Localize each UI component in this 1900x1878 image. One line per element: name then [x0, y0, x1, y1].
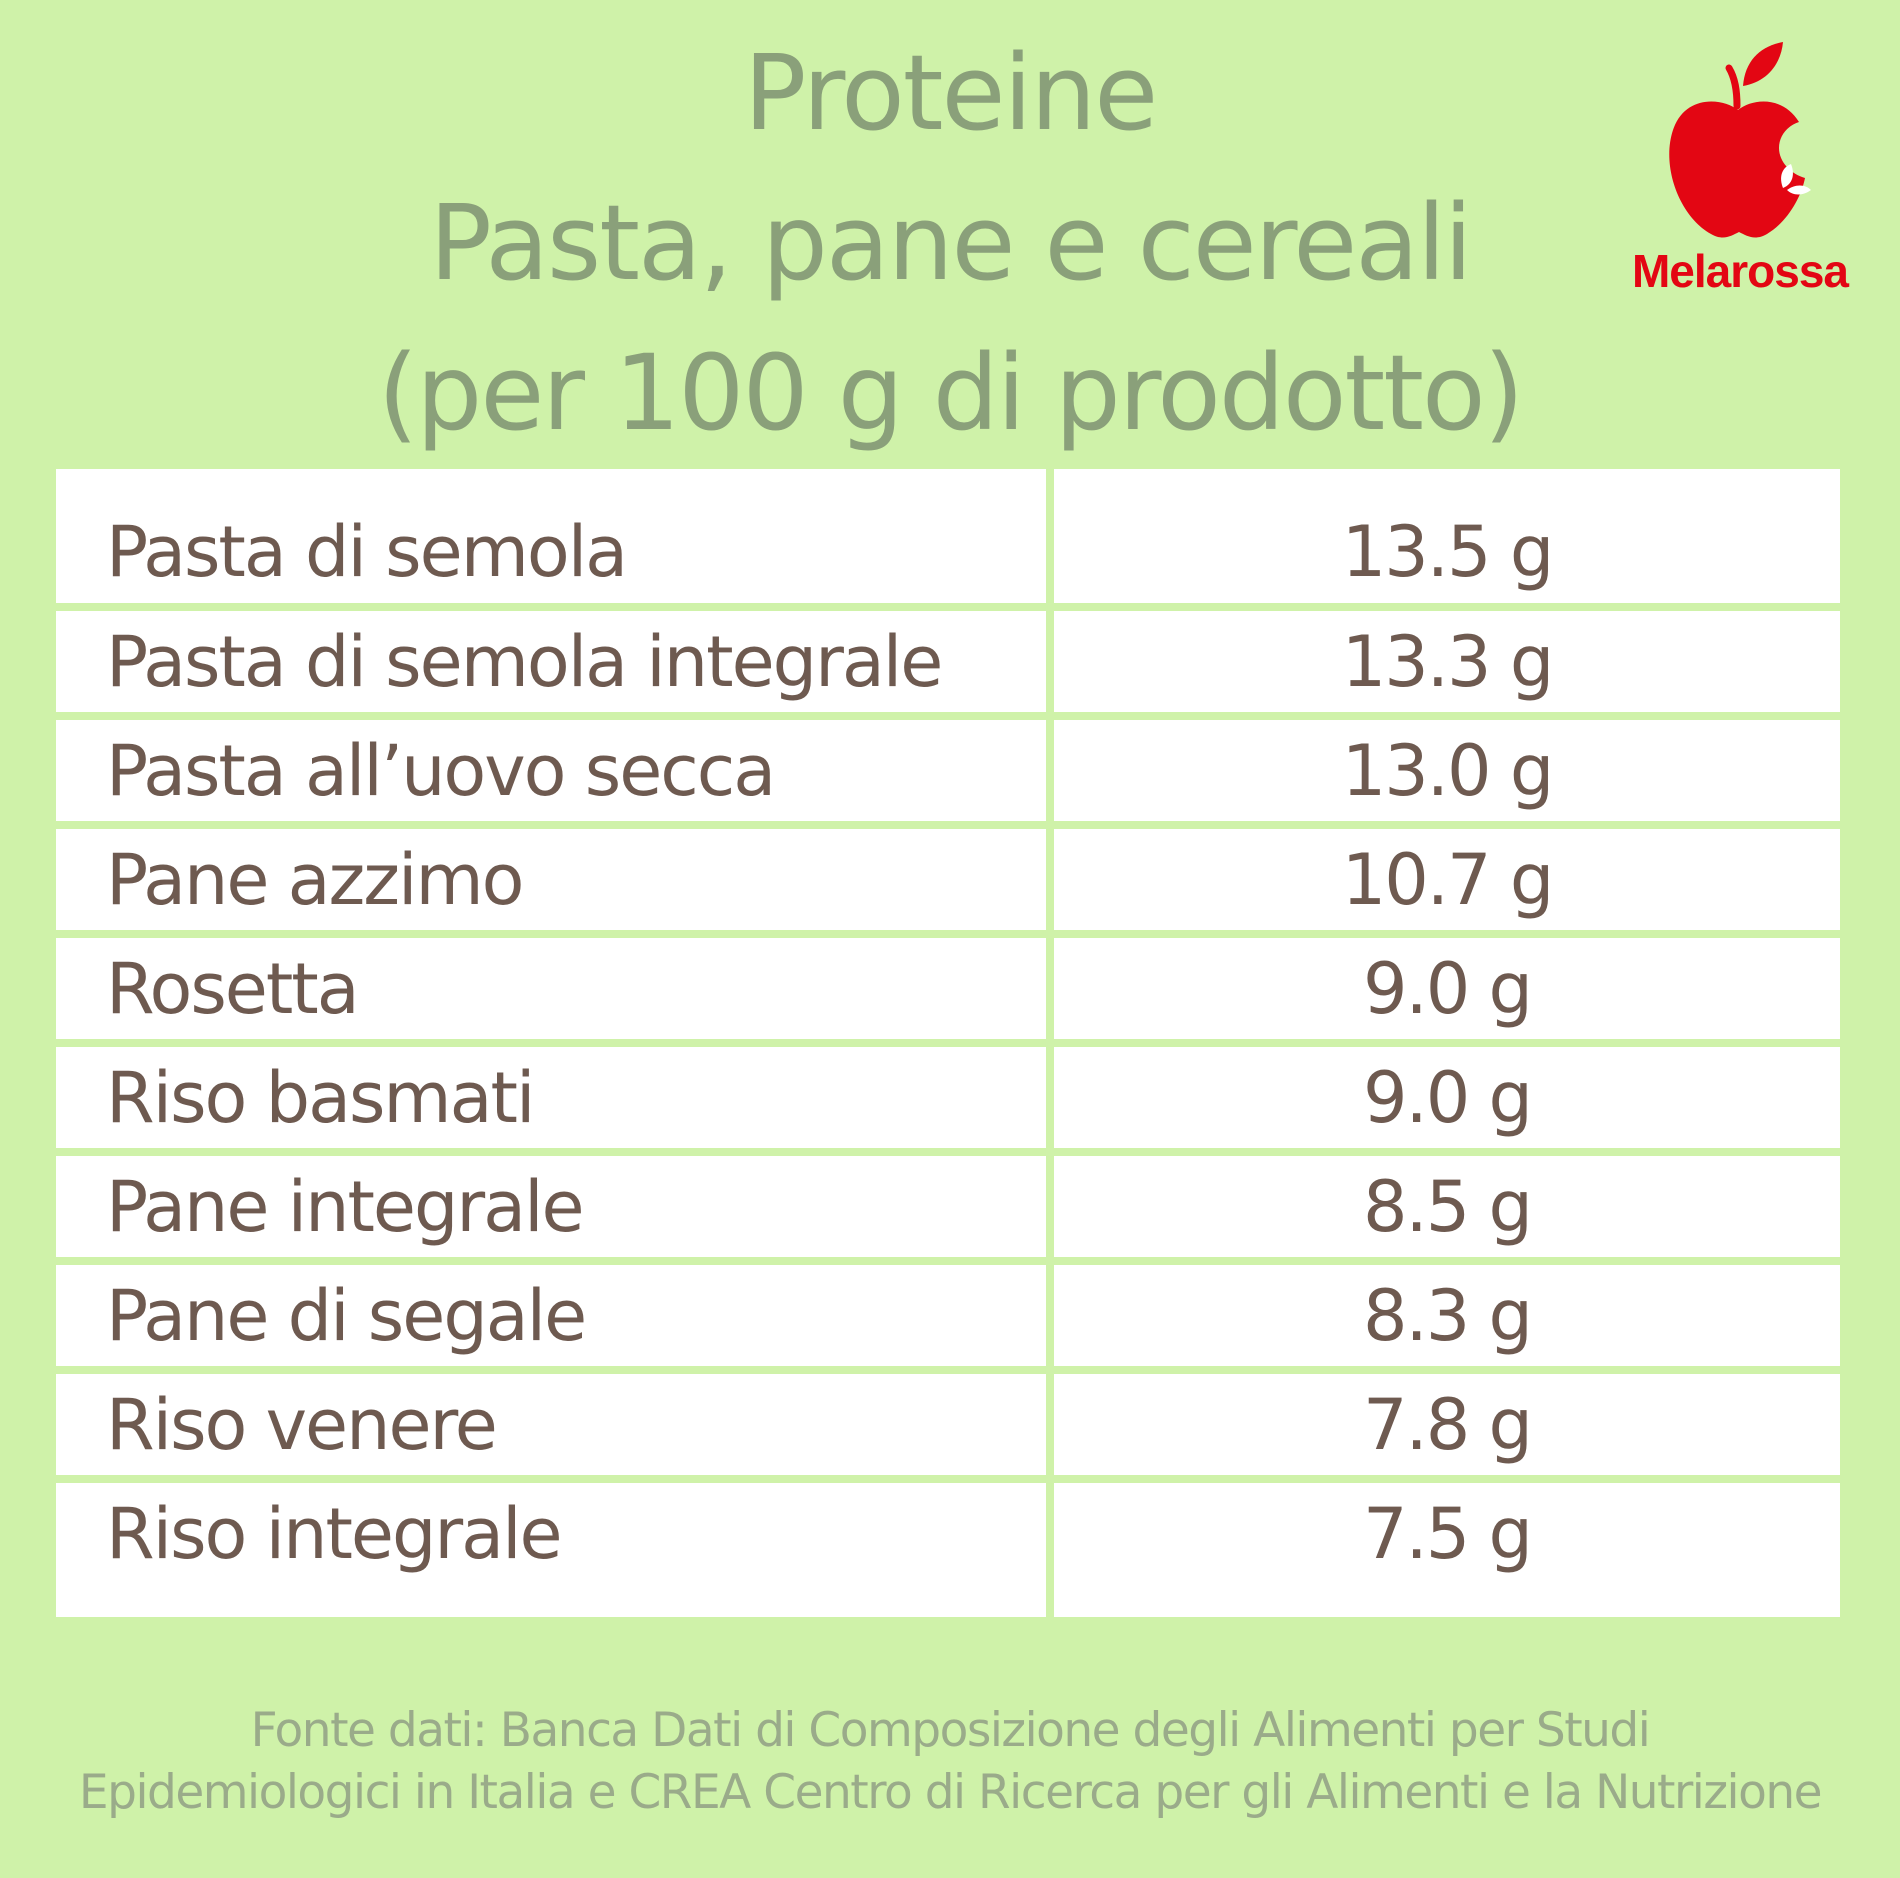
- protein-value: 9.0 g: [1054, 938, 1840, 1039]
- food-name: Pasta di semola: [56, 469, 1046, 603]
- protein-value: 7.8 g: [1054, 1374, 1840, 1475]
- page-title: Proteine Pasta, pane e cereali (per 100 …: [0, 18, 1900, 468]
- food-name: Pane di segale: [56, 1265, 1046, 1366]
- food-name: Riso integrale: [56, 1483, 1046, 1617]
- protein-value: 13.5 g: [1054, 469, 1840, 603]
- food-name: Pane integrale: [56, 1156, 1046, 1257]
- protein-value: 7.5 g: [1054, 1483, 1840, 1617]
- title-line-2: Pasta, pane e cereali: [429, 182, 1472, 304]
- source-line-1: Fonte dati: Banca Dati di Composizione d…: [250, 1703, 1651, 1758]
- food-name: Pasta all’uovo secca: [56, 720, 1046, 821]
- source-line-2: Epidemiologici in Italia e CREA Centro d…: [78, 1765, 1823, 1820]
- title-line-3: (per 100 g di prodotto): [377, 332, 1525, 454]
- title-line-1: Proteine: [743, 32, 1159, 154]
- protein-value: 8.3 g: [1054, 1265, 1840, 1366]
- food-name: Riso basmati: [56, 1047, 1046, 1148]
- brand-name: Melarossa: [1631, 245, 1849, 297]
- data-source-note: Fonte dati: Banca Dati di Composizione d…: [0, 1700, 1900, 1824]
- protein-value: 13.0 g: [1054, 720, 1840, 821]
- food-name: Riso venere: [56, 1374, 1046, 1475]
- protein-value: 10.7 g: [1054, 829, 1840, 930]
- food-name: Rosetta: [56, 938, 1046, 1039]
- food-name: Pane azzimo: [56, 829, 1046, 930]
- apple-icon: [1669, 42, 1811, 238]
- protein-value: 8.5 g: [1054, 1156, 1840, 1257]
- protein-value: 9.0 g: [1054, 1047, 1840, 1148]
- brand-logo: Melarossa: [1615, 38, 1865, 298]
- protein-table: Pasta di semola 13.5 g Pasta di semola i…: [56, 469, 1840, 1631]
- protein-value: 13.3 g: [1054, 611, 1840, 712]
- food-name: Pasta di semola integrale: [56, 611, 1046, 712]
